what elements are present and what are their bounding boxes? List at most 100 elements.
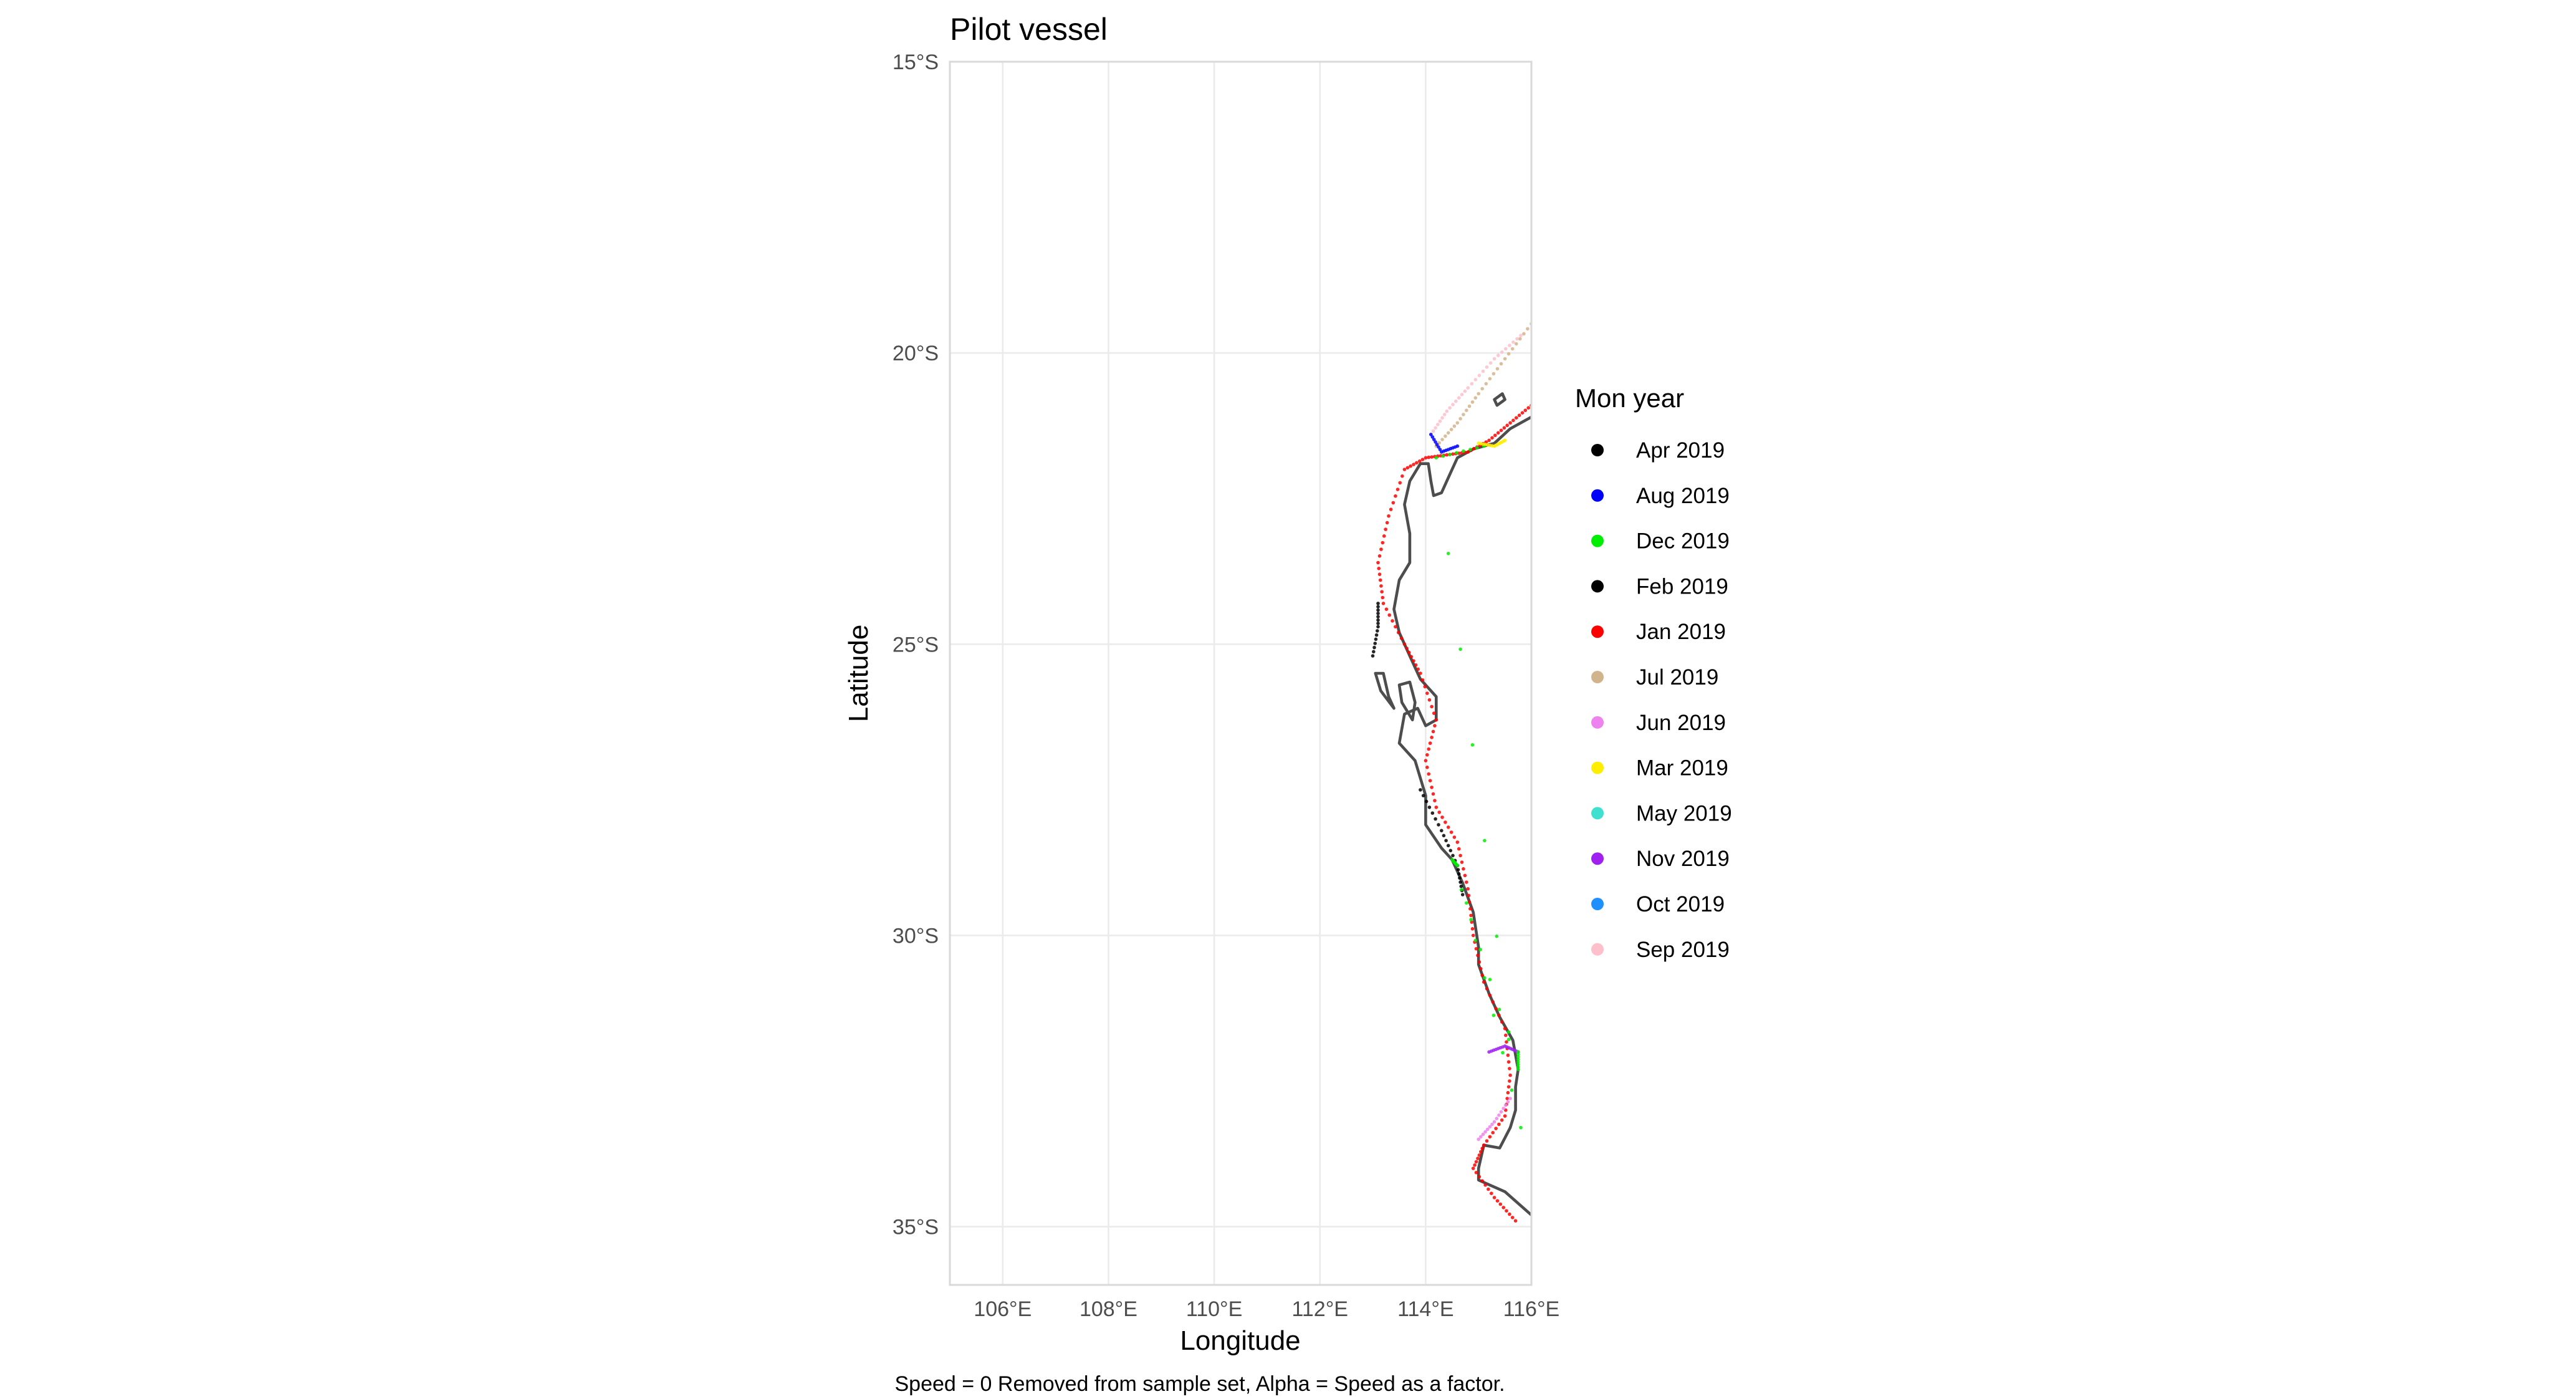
track-point [1420,678,1425,682]
track-point [1431,729,1435,734]
track-point [1522,332,1526,336]
track-point [1430,736,1434,739]
coastline-segment [1493,392,1506,407]
track-point [1402,468,1407,471]
legend-key [1591,489,1604,502]
track-point [1437,823,1440,827]
track-point [1374,637,1378,642]
track-point [1466,887,1470,891]
legend-label: May 2019 [1636,801,1732,825]
legend-label: Jan 2019 [1636,620,1726,644]
track-point [1455,451,1458,455]
track-group [1376,403,1531,1223]
track-point [1371,654,1375,658]
track-point [1516,1050,1520,1054]
track-point [1511,418,1515,423]
track-point [1462,413,1465,416]
track-point [1526,406,1530,410]
track-group [1434,444,1523,1130]
track-point [1376,618,1380,622]
track-point [1471,1166,1475,1170]
track-point [1440,829,1444,833]
track-point [1458,416,1462,421]
track-point [1504,1033,1508,1037]
track-point [1502,426,1506,430]
track-point [1425,753,1429,757]
track-point [1469,913,1473,918]
track-point [1485,1139,1489,1143]
legend-key [1591,943,1604,956]
track-point [1399,637,1404,640]
track-point [1468,448,1472,451]
track-point [1501,1206,1505,1209]
track-point [1477,373,1482,377]
track-point [1446,844,1450,848]
y-tick-label: 30°S [893,924,939,948]
track-point [1478,948,1482,951]
track-point [1479,1150,1483,1154]
track-point [1477,1153,1482,1157]
track-point [1376,605,1380,608]
legend-key [1591,625,1604,638]
track-point [1496,431,1500,435]
track-point [1465,901,1468,905]
track-point [1499,1110,1503,1114]
x-tick-label: 106°E [974,1297,1032,1321]
legend-label: Jul 2019 [1636,665,1718,690]
track-point [1376,622,1380,625]
track-point [1441,454,1445,458]
track-point [1485,987,1489,991]
track-point [1500,1020,1504,1024]
track-point [1491,372,1496,376]
track-point [1490,436,1494,440]
track-point [1437,810,1441,814]
track-point [1409,464,1412,468]
track-point [1472,446,1476,451]
track-point [1444,434,1447,438]
track-point [1458,876,1462,880]
track-point [1455,863,1460,868]
track-point [1412,659,1415,663]
track-point [1376,612,1380,615]
y-axis-ticks: 15°S 20°S 25°S 30°S 35°S [893,50,939,1239]
track-point [1440,815,1444,819]
track-point [1495,935,1499,938]
track-point [1467,404,1472,408]
track-point [1499,362,1503,366]
track-point [1477,1137,1480,1142]
track-point [1516,1060,1520,1064]
track-point [1407,650,1411,655]
track-point [1488,1135,1492,1139]
track-point [1520,411,1525,415]
track-point [1488,993,1492,998]
track-point [1516,1055,1520,1059]
track-point [1516,1052,1520,1057]
track-point [1488,1125,1492,1129]
track-point [1442,413,1447,416]
track-point [1515,342,1518,346]
track-point [1377,554,1382,558]
track-point [1468,906,1472,911]
track-point [1416,667,1420,671]
track-point [1448,453,1452,456]
track-point [1434,426,1437,430]
track-point [1483,976,1487,980]
track-point [1490,1191,1493,1195]
track-point [1434,817,1437,821]
legend-key [1591,852,1604,865]
track-point [1452,424,1457,428]
track-point [1511,340,1515,344]
track-point [1508,344,1511,347]
track-point [1423,685,1427,689]
track-point [1430,786,1434,789]
track-point [1471,933,1475,938]
track-point [1376,602,1380,605]
track-point [1372,650,1376,654]
track-point [1424,799,1429,804]
track-point [1503,357,1507,361]
track-point [1433,724,1437,728]
track-point [1510,1088,1514,1092]
track-point [1451,853,1455,858]
track-point [1381,595,1385,600]
track-point [1495,367,1500,371]
